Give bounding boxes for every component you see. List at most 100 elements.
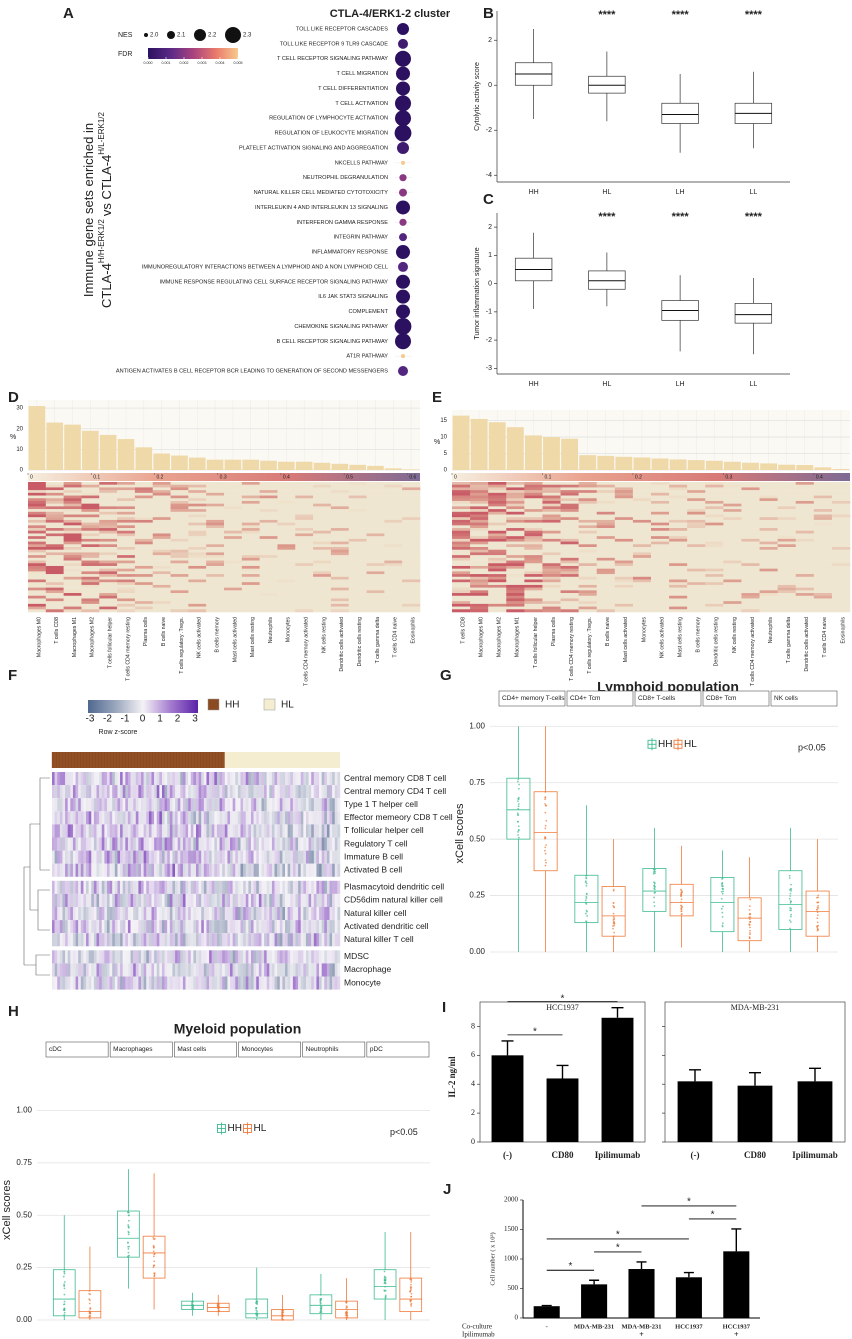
heatmap-cell <box>169 950 173 964</box>
heatmap-cell <box>63 541 82 545</box>
heatmap-cell <box>614 582 634 586</box>
heatmap-cell <box>134 495 154 499</box>
heatmap-cell <box>279 893 283 907</box>
heatmap-cell <box>313 528 332 532</box>
heatmap-cell <box>203 863 207 877</box>
heatmap-cell <box>70 798 74 812</box>
heatmap-cell <box>596 593 616 597</box>
heatmap-cell <box>96 863 100 877</box>
heatmap-cell <box>99 544 118 548</box>
bar <box>796 465 814 470</box>
colorbar-label: 0 <box>454 474 457 480</box>
heatmap-cell <box>795 603 815 607</box>
heatmap-cell <box>83 850 87 864</box>
heatmap-cell <box>366 576 385 580</box>
heatmap-cell <box>62 772 66 786</box>
heatmap-cell <box>91 976 95 990</box>
jitter-point <box>585 892 588 895</box>
pathway-label: T CELL ACTIVATION <box>335 101 388 107</box>
heatmap-cell <box>135 933 139 947</box>
heatmap-cell <box>134 492 154 496</box>
heatmap-cell <box>332 963 335 977</box>
heatmap-cell <box>741 487 760 491</box>
heatmap-cell <box>148 963 152 977</box>
heatmap-cell <box>57 863 61 877</box>
heatmap-cell <box>330 498 350 502</box>
heatmap-cell <box>99 525 118 529</box>
heatmap-cell <box>117 590 136 594</box>
heatmap-cell <box>313 547 332 551</box>
heatmap-cell <box>63 568 82 572</box>
heatmap-cell <box>67 811 71 825</box>
heatmap-cell <box>337 920 341 934</box>
heatmap-cell <box>366 557 385 561</box>
heatmap-cell <box>28 582 47 586</box>
heatmap-cell <box>241 495 260 499</box>
heatmap-cell <box>258 785 262 799</box>
heatmap-cell <box>62 950 66 964</box>
heatmap-cell <box>285 880 288 894</box>
heatmap-cell <box>651 533 670 537</box>
heatmap-cell <box>28 525 47 529</box>
heatmap-cell <box>86 837 89 851</box>
dot <box>397 141 409 154</box>
heatmap-cell <box>305 907 309 921</box>
heatmap-cell <box>295 519 314 523</box>
heatmap-cell <box>28 547 47 551</box>
heatmap-cell <box>240 798 244 812</box>
facet-strip <box>566 690 634 707</box>
heatmap-cell <box>524 565 543 569</box>
heatmap-cell <box>687 482 706 486</box>
heatmap-cell <box>120 772 123 786</box>
heatmap-cell <box>334 850 338 864</box>
heatmap-cell <box>141 798 144 812</box>
heatmap-cell <box>488 574 507 578</box>
heatmap-cell <box>198 933 202 947</box>
heatmap-cell <box>52 811 55 825</box>
heatmap-cell <box>669 484 688 488</box>
heatmap-cell <box>669 503 688 507</box>
heatmap-cell <box>723 606 742 610</box>
heatmap-cell <box>324 785 328 799</box>
heatmap-cell <box>348 571 367 575</box>
heatmap-cell <box>99 530 118 534</box>
heatmap-cell <box>524 484 543 488</box>
heatmap-cell <box>164 893 168 907</box>
pathway-label: NEUTROPHIL DEGRANULATION <box>303 175 388 181</box>
jitter-point <box>613 918 615 921</box>
heatmap-cell <box>117 606 136 610</box>
heatmap-cell <box>366 506 385 510</box>
heatmap-cell <box>326 798 330 812</box>
heatmap-cell <box>332 798 335 812</box>
x-tick-label: Eosinophils <box>840 617 846 644</box>
heatmap-cell <box>93 976 97 990</box>
jitter-point <box>281 1310 284 1313</box>
heatmap-cell <box>117 544 136 548</box>
heatmap-cell <box>614 528 634 532</box>
heatmap-cell <box>138 798 142 812</box>
heatmap-cell <box>759 598 778 602</box>
heatmap-cell <box>80 772 84 786</box>
heatmap-cell <box>305 837 309 851</box>
heatmap-cell <box>311 772 315 786</box>
jitter-point <box>63 1313 66 1316</box>
heatmap-cell <box>214 785 218 799</box>
jitter-point <box>584 899 587 902</box>
legend-label: HH <box>225 700 239 711</box>
heatmap-cell <box>224 595 243 599</box>
heatmap-cell <box>253 824 257 838</box>
heatmap-cell <box>237 920 241 934</box>
heatmap-cell <box>290 863 294 877</box>
heatmap-cell <box>93 798 97 812</box>
heatmap-cell <box>723 584 742 588</box>
heatmap-cell <box>470 606 489 610</box>
heatmap-cell <box>28 517 47 521</box>
heatmap-cell <box>777 522 797 526</box>
heatmap-cell <box>243 933 246 947</box>
heatmap-cell <box>470 571 489 575</box>
heatmap-cell <box>253 811 257 825</box>
heatmap-cell <box>300 933 304 947</box>
heatmap-cell <box>203 772 207 786</box>
heatmap-cell <box>65 798 68 812</box>
heatmap-cell <box>259 509 278 513</box>
